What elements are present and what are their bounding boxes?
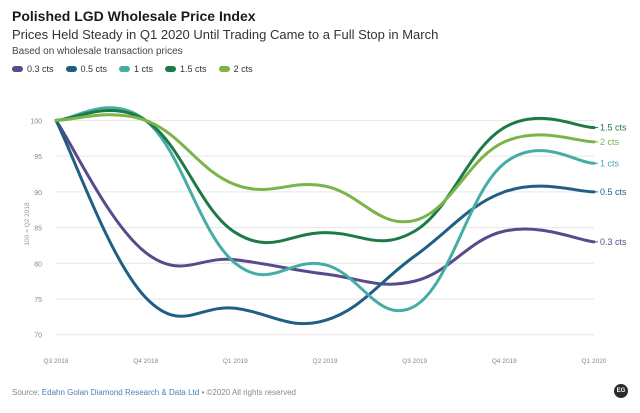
series-end-label: 1 cts [600, 158, 620, 168]
source-link[interactable]: Edahn Golan Diamond Research & Data Ltd [41, 388, 200, 397]
y-tick-label: 75 [34, 297, 42, 304]
series-end-label: 0.5 cts [600, 187, 627, 197]
chart-subtitle: Prices Held Steady in Q1 2020 Until Trad… [12, 27, 439, 42]
y-tick-label: 70 [34, 333, 42, 340]
legend-item-1-5[interactable]: 1.5 cts [165, 64, 207, 74]
footer-prefix: Source: [12, 388, 42, 397]
legend-swatch [119, 66, 131, 72]
legend-swatch [218, 66, 230, 72]
x-tick-label: Q1 2019 [223, 358, 248, 365]
legend-label: 1.5 cts [180, 64, 207, 74]
x-tick-label: Q3 2019 [402, 358, 427, 365]
brand-logo: EG [614, 384, 628, 398]
x-tick-label: Q4 2019 [492, 358, 517, 365]
series-line [54, 109, 596, 245]
y-tick-label: 100 [30, 118, 42, 125]
legend-item-1[interactable]: 1 cts [119, 64, 153, 74]
series-end-label: 1.5 cts [600, 123, 627, 133]
series-line [54, 113, 596, 224]
y-tick-label: 95 [34, 154, 42, 161]
legend-label: 2 cts [233, 64, 253, 74]
chart-title: Polished LGD Wholesale Price Index [12, 8, 256, 24]
series-end-label: 2 cts [600, 137, 620, 147]
legend-swatch [165, 66, 177, 72]
x-tick-label: Q2 2019 [313, 358, 338, 365]
y-tick-label: 90 [34, 190, 42, 197]
legend-label: 0.3 cts [27, 64, 54, 74]
x-tick-label: Q4 2018 [133, 358, 158, 365]
source-footer: Source: Edahn Golan Diamond Research & D… [12, 388, 296, 397]
y-axis-label: 100 = Q2 2018 [24, 202, 31, 246]
y-tick-label: 80 [34, 261, 42, 268]
legend-swatch [65, 66, 77, 72]
x-tick-label: Q1 2020 [582, 358, 607, 365]
legend-item-2[interactable]: 2 cts [218, 64, 253, 74]
series-line [54, 118, 596, 326]
footer-suffix: • ©2020 All rights reserved [199, 388, 296, 397]
legend-label: 1 cts [134, 64, 154, 74]
x-tick-label: Q3 2018 [44, 358, 69, 365]
legend-label: 0.5 cts [80, 64, 108, 74]
legend-item-0-3[interactable]: 0.3 cts [12, 64, 54, 74]
chart-note: Based on wholesale transaction prices [12, 46, 183, 57]
legend-swatch [12, 66, 23, 72]
legend-item-0-5[interactable]: 0.5 cts [65, 64, 108, 74]
series-line [54, 118, 596, 286]
legend: 0.3 cts 0.5 cts 1 cts 1.5 cts 2 cts [12, 64, 253, 74]
series-end-label: 0.3 cts [600, 237, 627, 247]
y-tick-label: 85 [34, 226, 42, 233]
